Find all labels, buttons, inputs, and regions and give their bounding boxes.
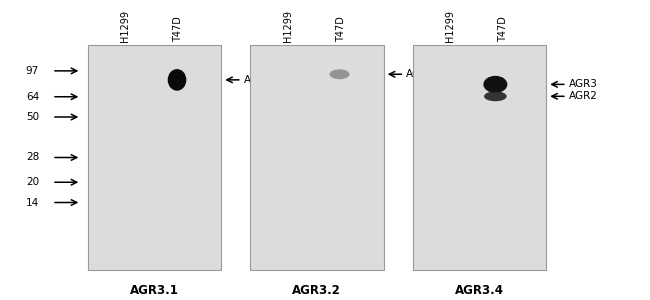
Text: 64: 64	[26, 92, 39, 102]
Text: 97: 97	[26, 66, 39, 76]
Text: H1299: H1299	[283, 10, 292, 42]
Text: 14: 14	[26, 197, 39, 208]
Text: AGR3.2: AGR3.2	[292, 284, 341, 296]
Text: T47D: T47D	[336, 16, 346, 42]
Text: AGR3: AGR3	[244, 75, 272, 85]
Text: 20: 20	[26, 177, 39, 187]
Text: T47D: T47D	[174, 16, 183, 42]
Text: T47D: T47D	[499, 16, 508, 42]
Text: AGR2: AGR2	[569, 91, 597, 101]
Text: H1299: H1299	[445, 10, 455, 42]
Text: 50: 50	[26, 112, 39, 122]
Text: 28: 28	[26, 152, 39, 163]
Text: H1299: H1299	[120, 10, 130, 42]
Text: AGR3: AGR3	[569, 80, 597, 89]
Text: AGR3.4: AGR3.4	[455, 284, 504, 296]
Text: AGR3: AGR3	[406, 69, 435, 79]
Text: AGR3.1: AGR3.1	[130, 284, 179, 296]
